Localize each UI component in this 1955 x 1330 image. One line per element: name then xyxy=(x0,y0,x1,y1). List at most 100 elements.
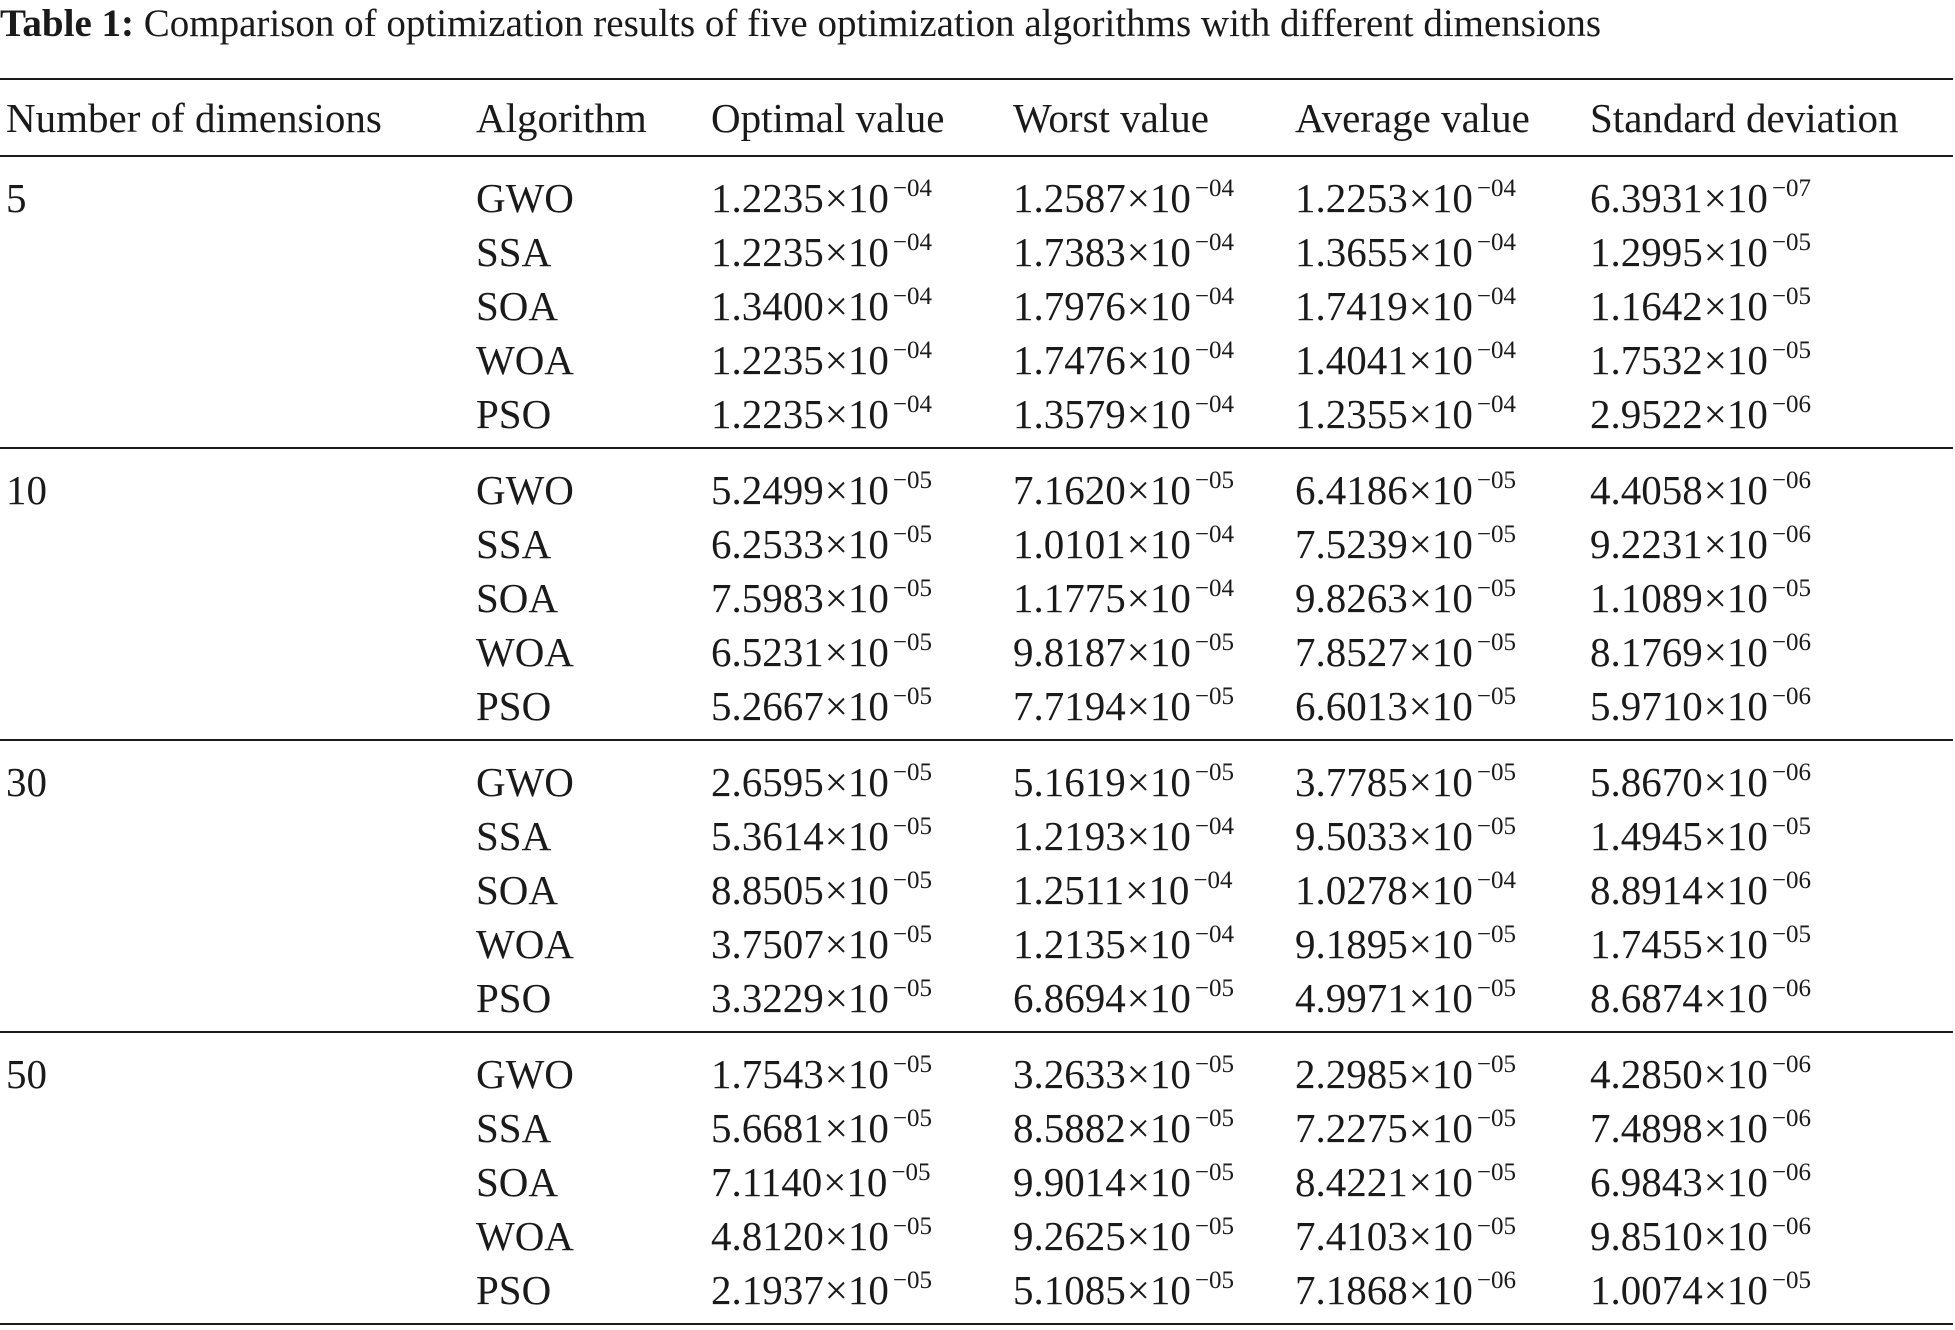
times-ten: ×10 xyxy=(1703,521,1768,567)
std-value-cell: 8.6874×10 −06 xyxy=(1584,971,1953,1032)
exponent: −05 xyxy=(892,575,932,602)
mantissa: 7.5983 xyxy=(711,575,824,621)
scientific-number: 9.8263×10 −05 xyxy=(1295,574,1516,622)
exponent: −05 xyxy=(892,683,932,710)
mantissa: 9.8510 xyxy=(1590,1213,1703,1259)
times-ten: ×10 xyxy=(1408,629,1473,675)
exponent: −04 xyxy=(892,337,932,364)
std-value-cell: 1.4945×10 −05 xyxy=(1584,809,1953,863)
times-ten: ×10 xyxy=(1408,467,1473,513)
average-value-cell: 3.7785×10 −05 xyxy=(1289,740,1584,809)
mantissa: 6.9843 xyxy=(1590,1159,1703,1205)
table-row: 10 GWO 5.2499×10 −05 7.1620×10 −05 6.4186×10 −0… xyxy=(0,448,1953,517)
exponent: −05 xyxy=(1194,1159,1234,1186)
scientific-number: 1.3400×10 −04 xyxy=(711,282,932,330)
times-ten: ×10 xyxy=(824,867,889,913)
results-table: Number of dimensions Algorithm Optimal v… xyxy=(0,78,1953,1325)
scientific-number: 5.8670×10 −06 xyxy=(1590,758,1811,806)
mantissa: 1.2235 xyxy=(711,175,824,221)
worst-value-cell: 1.7383×10 −04 xyxy=(1007,225,1289,279)
exponent: −05 xyxy=(892,759,932,786)
exponent: −05 xyxy=(1476,1213,1516,1240)
average-value-cell: 7.4103×10 −05 xyxy=(1289,1209,1584,1263)
mantissa: 7.1620 xyxy=(1013,467,1126,513)
exponent: −06 xyxy=(1771,521,1811,548)
times-ten: ×10 xyxy=(824,229,889,275)
exponent: −04 xyxy=(1476,175,1516,202)
exponent: −05 xyxy=(1194,1105,1234,1132)
worst-value-cell: 9.8187×10 −05 xyxy=(1007,625,1289,679)
scientific-number: 1.2135×10 −04 xyxy=(1013,920,1234,968)
dimension-group: 10 GWO 5.2499×10 −05 7.1620×10 −05 6.4186×10 −0… xyxy=(0,448,1953,740)
scientific-number: 2.6595×10 −05 xyxy=(711,758,932,806)
mantissa: 3.3229 xyxy=(711,975,824,1021)
mantissa: 9.2231 xyxy=(1590,521,1703,567)
exponent: −05 xyxy=(1476,813,1516,840)
scientific-number: 1.4945×10 −05 xyxy=(1590,812,1811,860)
mantissa: 5.1085 xyxy=(1013,1267,1126,1313)
scientific-number: 1.0278×10 −04 xyxy=(1295,866,1516,914)
scientific-number: 1.2235×10 −04 xyxy=(711,228,932,276)
scientific-number: 7.2275×10 −05 xyxy=(1295,1104,1516,1152)
times-ten: ×10 xyxy=(1408,1105,1473,1151)
scientific-number: 6.6013×10 −05 xyxy=(1295,682,1516,730)
std-value-cell: 1.2995×10 −05 xyxy=(1584,225,1953,279)
exponent: −04 xyxy=(1194,175,1234,202)
mantissa: 3.7507 xyxy=(711,921,824,967)
algorithm-cell: SOA xyxy=(476,575,559,621)
exponent: −05 xyxy=(1194,1051,1234,1078)
optimal-value-cell: 7.1140×10 −05 xyxy=(705,1155,1007,1209)
times-ten: ×10 xyxy=(824,921,889,967)
times-ten: ×10 xyxy=(1703,337,1768,383)
optimal-value-cell: 1.3400×10 −04 xyxy=(705,279,1007,333)
exponent: −06 xyxy=(1771,867,1811,894)
scientific-number: 7.5983×10 −05 xyxy=(711,574,932,622)
worst-value-cell: 5.1085×10 −05 xyxy=(1007,1263,1289,1324)
table-row: PSO 5.2667×10 −05 7.7194×10 −05 6.6013×10 −05 5… xyxy=(0,679,1953,740)
scientific-number: 8.8914×10 −06 xyxy=(1590,866,1811,914)
mantissa: 1.1775 xyxy=(1013,575,1126,621)
optimal-value-cell: 6.2533×10 −05 xyxy=(705,517,1007,571)
exponent: −05 xyxy=(1771,337,1811,364)
worst-value-cell: 5.1619×10 −05 xyxy=(1007,740,1289,809)
table-caption: Table 1: Comparison of optimization resu… xyxy=(0,2,1601,46)
exponent: −05 xyxy=(1771,229,1811,256)
times-ten: ×10 xyxy=(1126,337,1191,383)
exponent: −05 xyxy=(1476,521,1516,548)
times-ten: ×10 xyxy=(1126,467,1191,513)
times-ten: ×10 xyxy=(1126,975,1191,1021)
exponent: −05 xyxy=(1194,975,1234,1002)
table-row: SOA 8.8505×10 −05 1.2511×10 −04 1.0278×10 −04 8… xyxy=(0,863,1953,917)
exponent: −05 xyxy=(892,867,932,894)
mantissa: 2.9522 xyxy=(1590,391,1703,437)
worst-value-cell: 1.0101×10 −04 xyxy=(1007,517,1289,571)
scientific-number: 3.3229×10 −05 xyxy=(711,974,932,1022)
table-row: SSA 5.3614×10 −05 1.2193×10 −04 9.5033×10 −05 1… xyxy=(0,809,1953,863)
std-value-cell: 4.4058×10 −06 xyxy=(1584,448,1953,517)
scientific-number: 1.2511×10 −04 xyxy=(1013,866,1232,914)
mantissa: 1.4945 xyxy=(1590,813,1703,859)
scientific-number: 1.2355×10 −04 xyxy=(1295,390,1516,438)
dimension-cell xyxy=(0,1155,470,1209)
times-ten: ×10 xyxy=(1408,683,1473,729)
times-ten: ×10 xyxy=(1126,629,1191,675)
times-ten: ×10 xyxy=(1126,229,1191,275)
times-ten: ×10 xyxy=(824,813,889,859)
times-ten: ×10 xyxy=(1703,575,1768,621)
table-row: PSO 3.3229×10 −05 6.8694×10 −05 4.9971×10 −05 8… xyxy=(0,971,1953,1032)
exponent: −04 xyxy=(1194,337,1234,364)
scientific-number: 1.1642×10 −05 xyxy=(1590,282,1811,330)
times-ten: ×10 xyxy=(1408,521,1473,567)
scientific-number: 6.5231×10 −05 xyxy=(711,628,932,676)
scientific-number: 7.4103×10 −05 xyxy=(1295,1212,1516,1260)
times-ten: ×10 xyxy=(1408,759,1473,805)
optimal-value-cell: 8.8505×10 −05 xyxy=(705,863,1007,917)
scientific-number: 3.2633×10 −05 xyxy=(1013,1050,1234,1098)
header-worst-value: Worst value xyxy=(1013,94,1209,141)
scientific-number: 6.8694×10 −05 xyxy=(1013,974,1234,1022)
mantissa: 6.3931 xyxy=(1590,175,1703,221)
times-ten: ×10 xyxy=(824,467,889,513)
exponent: −05 xyxy=(1771,813,1811,840)
mantissa: 2.6595 xyxy=(711,759,824,805)
scientific-number: 1.0074×10 −05 xyxy=(1590,1266,1811,1314)
